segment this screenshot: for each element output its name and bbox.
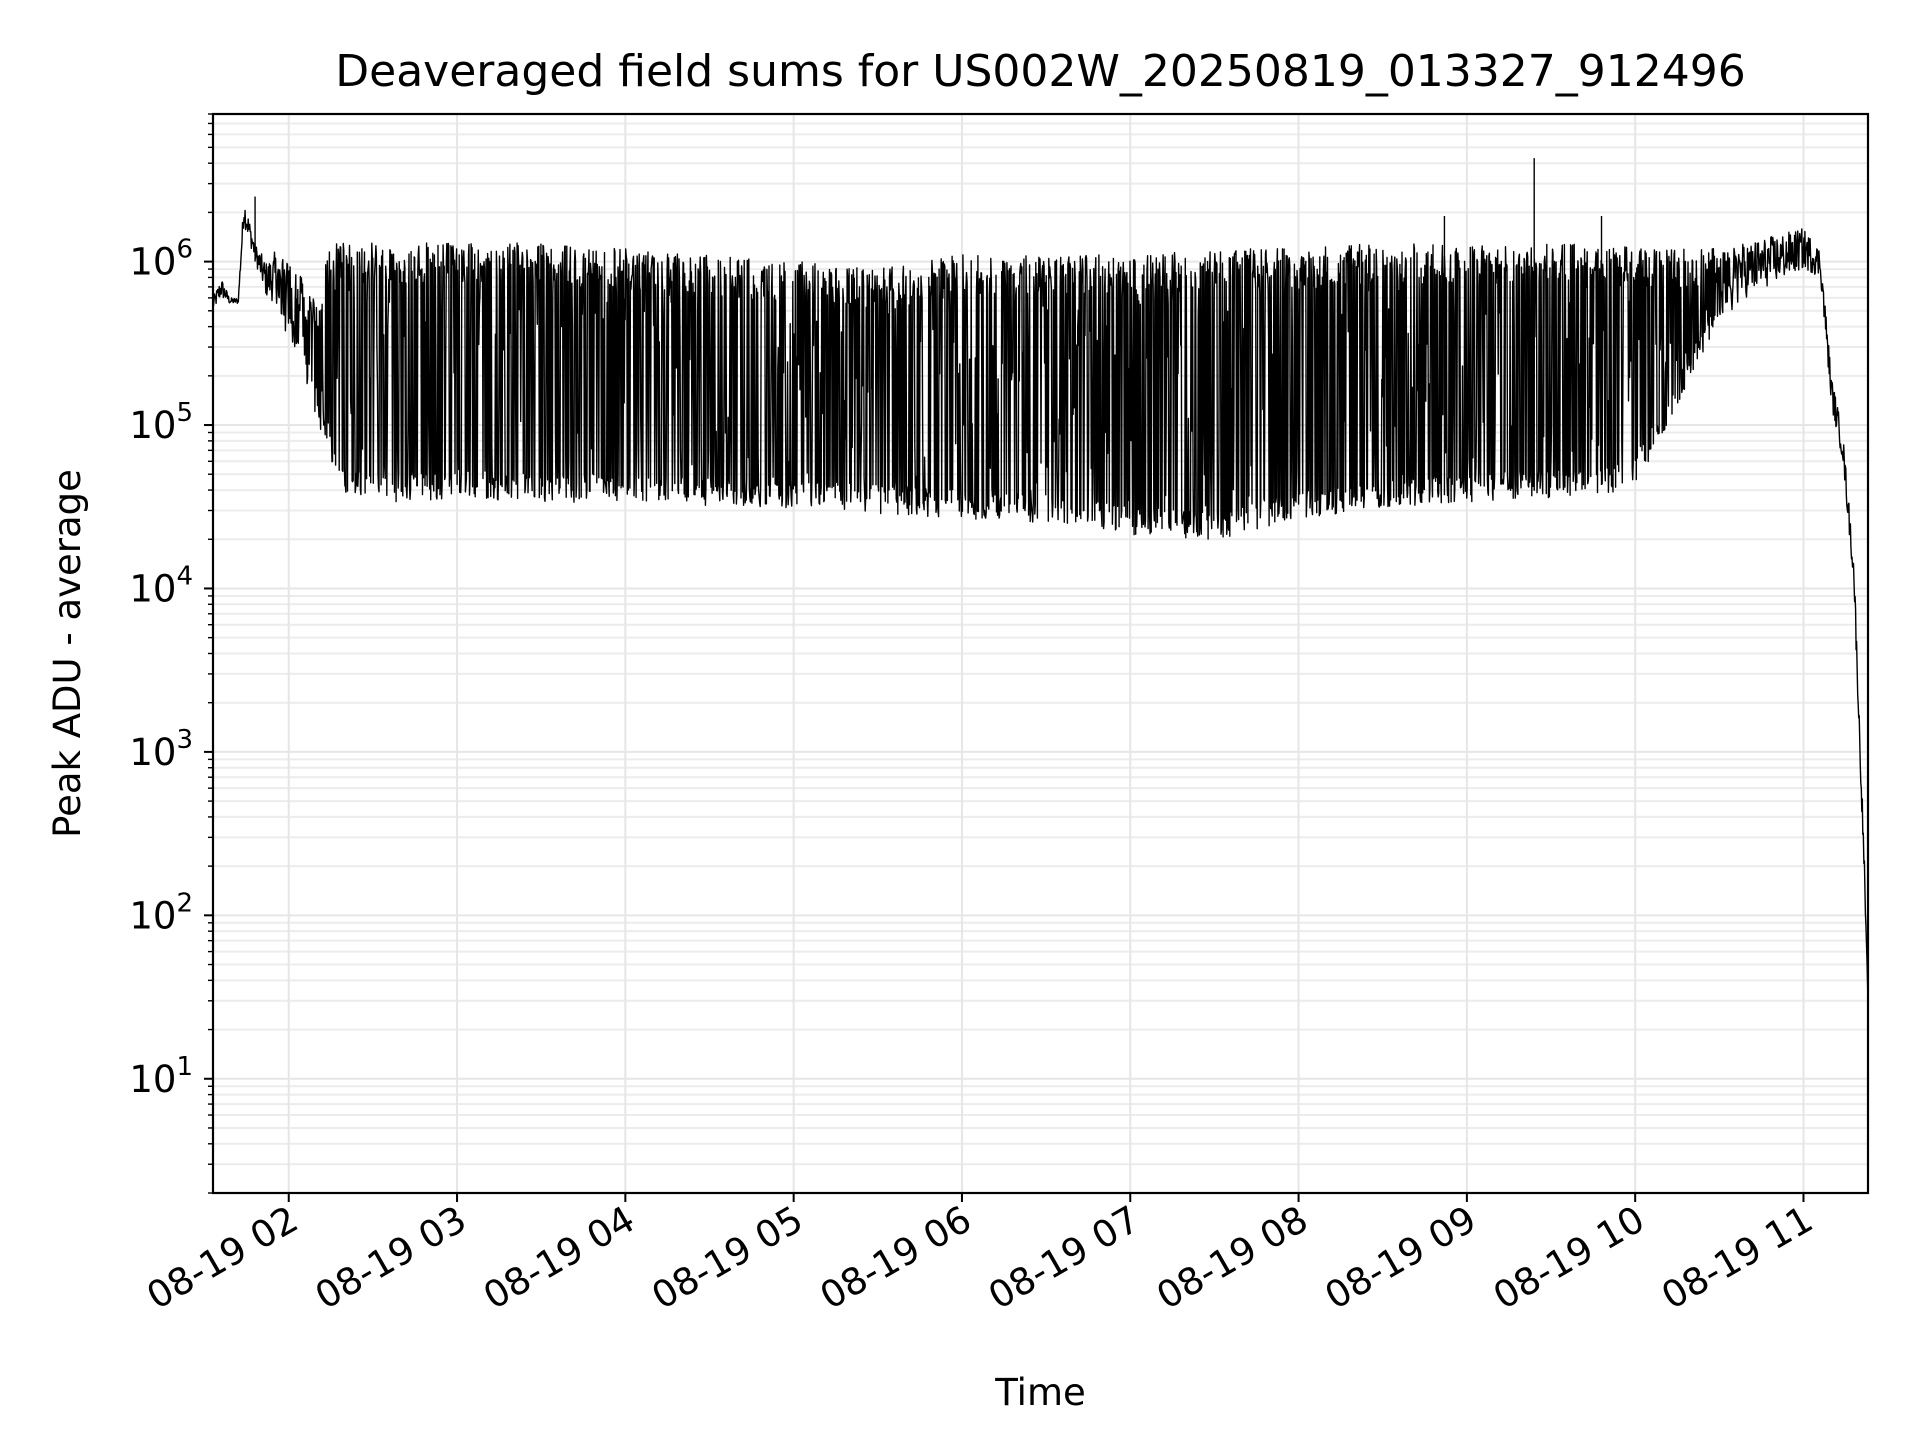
y-tick-label: 102 [129,888,193,937]
chart-title: Deaveraged field sums for US002W_2025081… [335,46,1746,97]
y-tick-label: 103 [129,725,193,774]
y-tick-label: 106 [129,235,193,284]
series-line [213,209,1868,1001]
y-axis: 101 102 103 104 105 106 [129,113,213,1194]
series-layer [213,158,1868,1001]
y-tick-label: 105 [129,398,193,447]
y-axis-label: Peak ADU - average [46,469,89,838]
y-tick-label: 104 [129,561,193,610]
y-tick-label: 101 [129,1052,193,1101]
x-axis-label: Time [994,1371,1086,1414]
